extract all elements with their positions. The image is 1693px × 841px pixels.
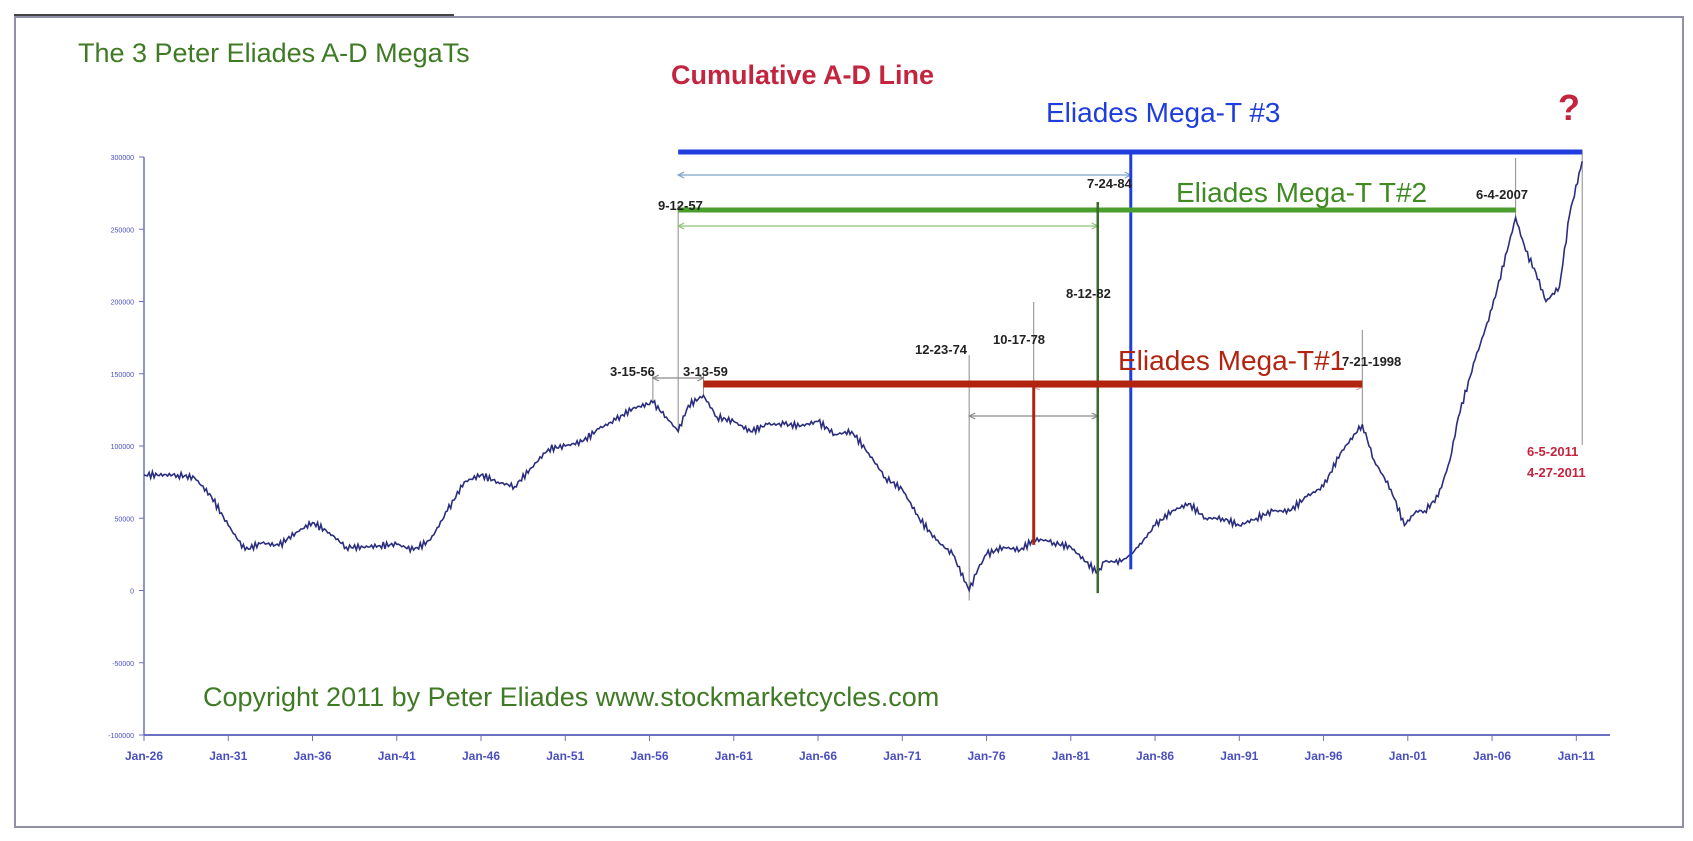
- chart-title: Cumulative A-D Line: [671, 60, 934, 90]
- x-tick-label: Jan-36: [293, 749, 331, 763]
- y-tick-label: 0: [130, 589, 134, 596]
- y-tick-label: 300000: [111, 155, 134, 162]
- question-mark: ?: [1558, 87, 1580, 128]
- x-tick-label: Jan-96: [1305, 749, 1343, 763]
- copyright-text: Copyright 2011 by Peter Eliades www.stoc…: [203, 682, 939, 712]
- top-accent-line: [14, 14, 454, 17]
- x-tick-label: Jan-71: [883, 749, 921, 763]
- y-tick-label: 100000: [111, 444, 134, 451]
- date-label: 4-27-2011: [1527, 465, 1586, 480]
- date-label: 3-13-59: [683, 364, 728, 379]
- x-tick-label: Jan-61: [715, 749, 753, 763]
- megat-1-label: Eliades Mega-T#1: [1118, 345, 1345, 376]
- y-tick-label: 200000: [111, 300, 134, 307]
- x-tick-label: Jan-01: [1389, 749, 1427, 763]
- x-tick-label: Jan-91: [1220, 749, 1258, 763]
- date-label: 8-12-82: [1066, 286, 1111, 301]
- x-tick-label: Jan-76: [968, 749, 1006, 763]
- y-tick-label: -50000: [112, 661, 134, 668]
- y-tick-label: -100000: [108, 733, 134, 740]
- date-label: 6-4-2007: [1476, 187, 1528, 202]
- y-tick-label: 150000: [111, 372, 134, 379]
- x-tick-label: Jan-81: [1052, 749, 1090, 763]
- x-tick-label: Jan-56: [631, 749, 669, 763]
- x-tick-label: Jan-06: [1473, 749, 1511, 763]
- date-label: 6-5-2011: [1527, 444, 1578, 459]
- y-tick-label: 250000: [111, 227, 134, 234]
- megat-bars: [678, 149, 1583, 594]
- x-tick-label: Jan-26: [125, 749, 163, 763]
- short-arrow-56-59-head-r: [697, 374, 705, 382]
- x-tick-label: Jan-11: [1558, 749, 1596, 763]
- x-tick-label: Jan-86: [1136, 749, 1174, 763]
- short-arrow-56-59-head-l: [651, 374, 660, 382]
- x-tick-label: Jan-66: [799, 749, 837, 763]
- mega3-first-leg-arrow-head-l: [676, 171, 685, 179]
- megat-2-label: Eliades Mega-T T#2: [1176, 177, 1427, 208]
- date-label: 7-21-1998: [1342, 354, 1401, 369]
- date-label: 9-12-57: [658, 198, 703, 213]
- date-label: 12-23-74: [915, 342, 968, 357]
- ad-line-series: [143, 161, 1583, 594]
- x-tick-label: Jan-31: [209, 749, 247, 763]
- short-arrow-74-82-head-l: [967, 412, 976, 420]
- megat-3-label: Eliades Mega-T #3: [1046, 97, 1281, 128]
- x-tick-label: Jan-41: [378, 749, 416, 763]
- series-layer: [143, 161, 1583, 594]
- x-tick-label: Jan-51: [546, 749, 584, 763]
- date-label: 10-17-78: [993, 332, 1045, 347]
- date-label: 7-24-84: [1087, 176, 1133, 191]
- mega2-first-leg-arrow-head-l: [676, 222, 685, 230]
- header-text: The 3 Peter Eliades A-D MegaTs: [78, 38, 470, 68]
- axes: -100000 -50000 0 50000 100000 150000 200000 250…: [108, 155, 1610, 763]
- date-label: 3-15-56: [610, 364, 655, 379]
- y-tick-label: 50000: [115, 516, 135, 523]
- annotation-labels: Eliades Mega-T #3 Eliades Mega-T T#2 Eliad…: [610, 97, 1586, 480]
- x-tick-label: Jan-46: [462, 749, 500, 763]
